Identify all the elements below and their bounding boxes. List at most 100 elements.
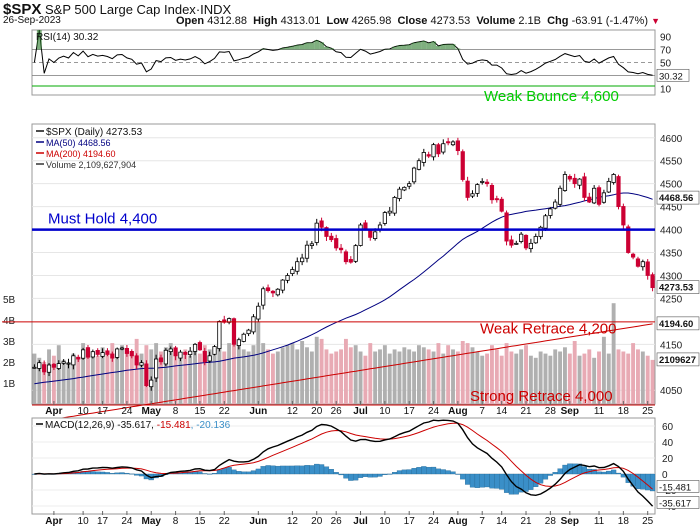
candle-body [397, 188, 402, 199]
macd-histogram-bar [596, 471, 602, 475]
down-arrow-icon: ▼ [651, 16, 660, 26]
candle-body [295, 261, 300, 272]
x-tick-label: 24 [428, 406, 440, 417]
x-tick-label: 14 [496, 406, 508, 417]
ma50-line [34, 192, 653, 385]
volume-bar [81, 343, 86, 404]
rsi-overbought-fill [387, 48, 393, 50]
rsi-overbought-fill [426, 42, 432, 50]
candle-body [119, 347, 125, 350]
volume-bar [188, 355, 193, 404]
volume-bar [66, 362, 71, 404]
volume-bar [480, 355, 485, 404]
rsi-overbought-fill [289, 46, 295, 50]
volume-bar [305, 347, 309, 404]
candle-body [577, 178, 582, 186]
candle-body [154, 358, 159, 379]
macd-histogram-bar [377, 473, 383, 477]
volume-bar [37, 357, 42, 404]
volume-bar [202, 345, 207, 404]
candle-body [543, 215, 548, 229]
volume-bar [251, 345, 256, 404]
macd-histogram-bar [445, 470, 451, 475]
x-tick-label: 17 [97, 406, 109, 417]
volume-tick-label: 2B [3, 358, 16, 369]
rsi-overbought-fill [319, 42, 325, 50]
x-tick-label: Jul [353, 406, 368, 417]
candle-body [51, 363, 57, 368]
rsi-overbought-fill [411, 42, 417, 50]
candle-body [587, 196, 592, 203]
candle-body [353, 245, 358, 262]
volume-bar [421, 347, 426, 404]
macd-histogram-bar [450, 471, 456, 475]
candle-body [319, 220, 324, 228]
volume-bar [270, 353, 275, 404]
volume-bar [266, 349, 271, 404]
candle-body [475, 184, 480, 194]
macd-histogram-bar [460, 473, 466, 480]
header-date: 26-Sep-2023 [3, 15, 61, 26]
rsi-tag: 30.32 [659, 71, 683, 82]
macd-histogram-bar [649, 473, 656, 492]
candle-body [265, 287, 271, 292]
exchange: INDX [200, 2, 232, 17]
candle-body [514, 242, 519, 245]
macd-histogram-bar [426, 466, 432, 475]
price-tick-label: 4050 [660, 386, 683, 397]
macd-histogram-bar [95, 471, 101, 475]
candle-body [100, 352, 105, 357]
candle-body [557, 187, 563, 205]
volume-bar [329, 353, 334, 404]
ma50-legend: MA(50) 4468.56 [46, 138, 111, 148]
candle-body [178, 351, 183, 359]
macd-histogram-bar [362, 473, 368, 477]
macd-histogram-bar [129, 473, 135, 475]
candle-body [163, 349, 168, 365]
open-value: 4312.88 [207, 15, 247, 27]
volume-bar [597, 351, 601, 404]
x-tick-label: 7 [479, 406, 485, 417]
candle-body [533, 236, 538, 244]
candle-body [115, 348, 120, 358]
macd-histogram-bar [528, 473, 534, 490]
macd-histogram-bar [430, 466, 437, 475]
candle-body [407, 183, 412, 187]
price-tick-label: 4450 [660, 203, 683, 214]
macd-histogram-bar [114, 472, 120, 475]
close-tag-box [656, 280, 700, 294]
macd-legend: MACD(12,26,9) -35.617, -15.481, -20.136 [45, 420, 231, 431]
candle-body [300, 257, 305, 263]
volume-bar [572, 341, 577, 404]
candle-body [523, 234, 529, 249]
candle-body [110, 353, 115, 359]
candle-body [538, 226, 543, 238]
index-name: S&P 500 Large Cap Index [44, 2, 196, 17]
close-tag: 4273.53 [659, 283, 693, 294]
candle-body [81, 349, 86, 359]
candle-body [528, 242, 533, 250]
macd-tick-label: 60 [662, 422, 674, 433]
candle-body [251, 316, 256, 333]
volume-bar [236, 345, 241, 404]
macd-histogram-bar [270, 465, 276, 475]
volume-bar [397, 351, 402, 404]
macd-histogram-bar [343, 473, 349, 479]
candle-body [421, 152, 426, 163]
candle-body [309, 243, 314, 246]
macd-histogram-bar [284, 465, 291, 475]
weak-bounce-label: Weak Bounce 4,600 [484, 88, 619, 105]
candle-body [562, 174, 568, 191]
volume-bar [446, 345, 451, 404]
volume-bar [538, 351, 543, 404]
candle-body [183, 352, 188, 355]
macd-histogram-bar [542, 473, 549, 480]
candle-body [509, 239, 514, 246]
candle-body [285, 275, 290, 281]
volume-bar [494, 349, 499, 404]
candle-body [592, 187, 597, 204]
low-value: 4265.98 [351, 15, 392, 27]
x-tick-label: 28 [545, 516, 557, 527]
candle-body [470, 193, 475, 197]
